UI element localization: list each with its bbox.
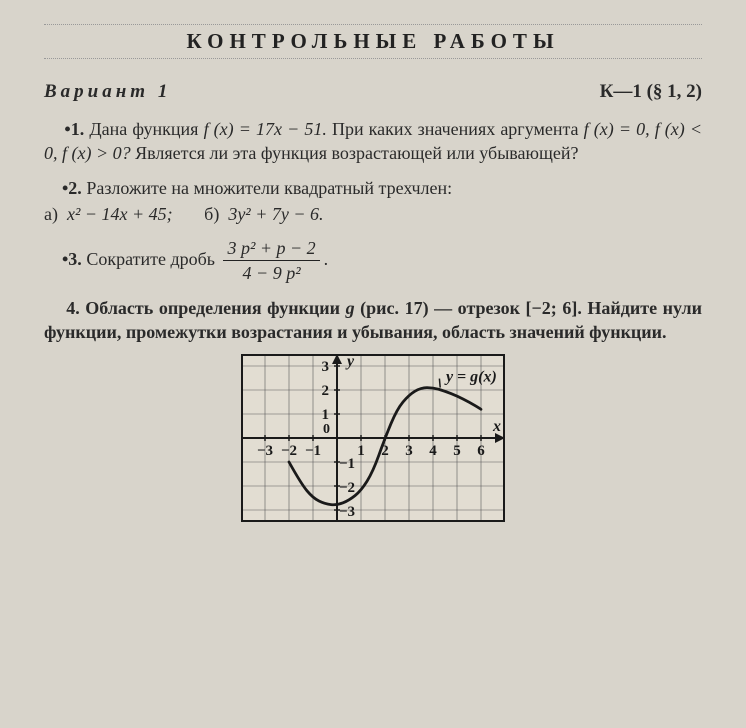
- svg-text:−2: −2: [339, 480, 355, 496]
- question-2-options: а) x² − 14x + 45; б) 3y² + 7y − 6.: [44, 202, 702, 226]
- variant-label: Вариант 1: [44, 81, 171, 103]
- question-4: 4. Область определения функции g (рис. 1…: [44, 296, 702, 345]
- q1-fx: f (x) = 17x − 51.: [204, 119, 327, 139]
- q3-fraction: 3 p² + p − 2 4 − 9 p²: [223, 236, 319, 286]
- svg-text:−3: −3: [257, 443, 273, 459]
- svg-text:−1: −1: [339, 456, 355, 472]
- page: КОНТРОЛЬНЫЕ РАБОТЫ Вариант 1 К—1 (§ 1, 2…: [0, 0, 746, 527]
- q1-lead: •1.: [64, 119, 89, 139]
- variant-line: Вариант 1 К—1 (§ 1, 2): [44, 81, 702, 103]
- q1-text-c: Является ли эта функция возрастающей или…: [131, 143, 579, 163]
- q3-num: 3 p² + p − 2: [223, 236, 319, 261]
- function-chart: 123−1−2−3−3−2−11234560yxy = g(x): [241, 354, 505, 522]
- q1-c1: f (x) = 0,: [584, 119, 655, 139]
- q1-text-a: Дана функция: [89, 119, 203, 139]
- q2-a-label: а): [44, 204, 62, 224]
- svg-text:6: 6: [477, 443, 485, 459]
- svg-text:4: 4: [429, 443, 437, 459]
- q2-a-expr: x² − 14x + 45;: [67, 204, 173, 224]
- q2-b-expr: 3y² + 7y − 6.: [228, 204, 323, 224]
- svg-text:−3: −3: [339, 504, 355, 520]
- svg-text:1: 1: [357, 443, 365, 459]
- svg-text:3: 3: [322, 359, 330, 375]
- question-2: •2. Разложите на множители квадратный тр…: [44, 176, 702, 200]
- q4-g: g: [346, 298, 355, 318]
- q3-lead: •3.: [62, 249, 86, 269]
- svg-text:2: 2: [322, 383, 330, 399]
- q1-text-b: При каких значени­ях аргумента: [327, 119, 584, 139]
- q1-c3: f (x) > 0?: [62, 143, 131, 163]
- svg-text:5: 5: [453, 443, 461, 459]
- q2-b-label: б): [204, 204, 224, 224]
- worksheet-code: К—1 (§ 1, 2): [600, 81, 702, 103]
- chart-container: 123−1−2−3−3−2−11234560yxy = g(x): [44, 354, 702, 527]
- svg-text:−1: −1: [305, 443, 321, 459]
- svg-text:x: x: [492, 418, 501, 435]
- svg-text:0: 0: [323, 422, 330, 437]
- svg-text:y: y: [345, 354, 355, 370]
- svg-text:3: 3: [405, 443, 413, 459]
- question-1: •1. Дана функция f (x) = 17x − 51. При к…: [44, 117, 702, 166]
- svg-text:1: 1: [322, 407, 330, 423]
- q4-lead: 4.: [66, 298, 85, 318]
- q3-den: 4 − 9 p²: [223, 261, 319, 285]
- q2-text: Разложите на множители квадратный трехчл…: [86, 178, 452, 198]
- svg-text:−2: −2: [281, 443, 297, 459]
- q3-text: Сократите дробь: [86, 249, 219, 269]
- svg-text:y = g(x): y = g(x): [444, 369, 497, 386]
- q2-lead: •2.: [62, 178, 86, 198]
- q4-text-a: Область определения функции: [85, 298, 345, 318]
- page-title: КОНТРОЛЬНЫЕ РАБОТЫ: [44, 24, 702, 59]
- q3-period: .: [324, 249, 329, 269]
- question-3: •3. Сократите дробь 3 p² + p − 2 4 − 9 p…: [44, 236, 702, 286]
